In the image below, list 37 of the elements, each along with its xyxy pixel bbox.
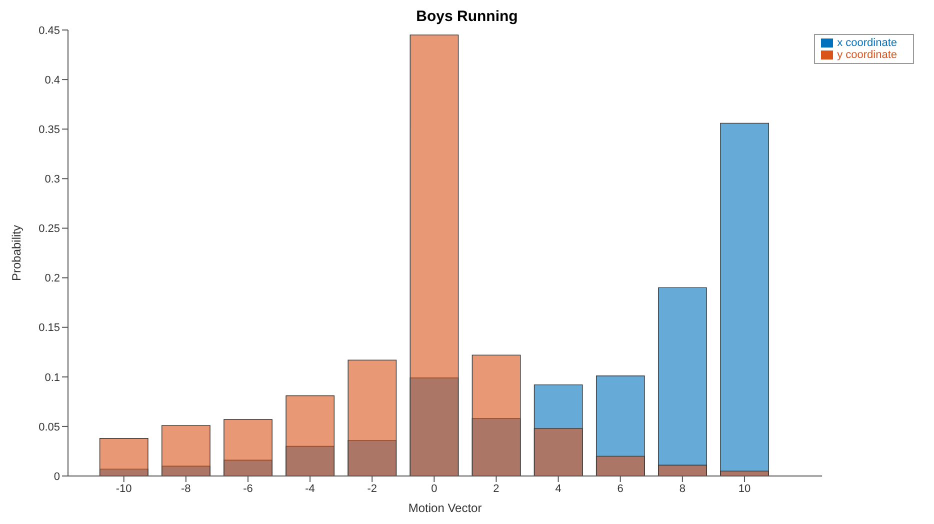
x-tick-label: 2 [493,482,500,495]
y-tick-label: 0.2 [44,272,60,285]
bar [410,34,459,476]
y-tick-label: 0.45 [38,24,60,37]
y-tick-label: 0.05 [38,421,60,434]
x-tick-label: -8 [181,482,191,495]
legend-label: x coordinate [837,37,897,49]
y-axis-title: Probability [9,224,24,282]
y-tick-label: 0.3 [44,174,60,186]
y-tick-label: 0.25 [38,223,60,236]
bar [348,360,397,476]
bar [224,419,272,476]
y-tick-label: 0.15 [38,322,60,334]
y-tick-label: 0.35 [38,124,60,136]
bar [286,395,335,476]
y-tick-label: 0.4 [44,74,60,86]
bar [596,456,645,476]
bar [162,425,210,476]
bar [472,354,521,476]
x-tick-label: -2 [367,482,377,495]
bar [534,428,583,476]
x-axis-title: Motion Vector [408,501,482,515]
y-tick-label: 0 [54,470,60,483]
bar [720,470,769,476]
y-tick-label: 0.1 [44,372,60,384]
legend-label: y coordinate [837,49,897,62]
bar [658,464,707,476]
x-tick-label: -10 [116,482,132,495]
x-tick-label: -6 [243,482,253,495]
x-tick-label: 10 [738,482,751,495]
x-tick-label: 8 [679,482,686,495]
x-tick-label: 0 [431,482,438,495]
bar [99,438,148,476]
x-tick-label: -4 [305,482,315,495]
chart-title: Boys Running [415,8,519,26]
x-tick-label: 4 [555,482,562,495]
x-tick-label: 6 [617,482,624,495]
